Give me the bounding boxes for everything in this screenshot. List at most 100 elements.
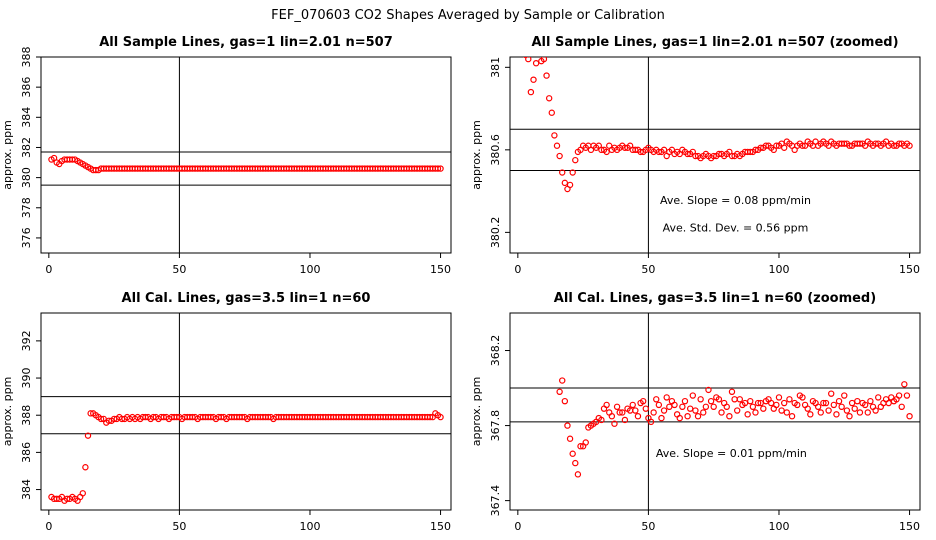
data-point bbox=[794, 401, 801, 409]
reference-lines bbox=[510, 57, 920, 253]
data-point bbox=[851, 405, 858, 412]
data-point bbox=[655, 148, 663, 156]
data-point bbox=[676, 414, 683, 422]
data-point bbox=[97, 415, 105, 423]
data-point bbox=[629, 401, 636, 409]
data-point bbox=[621, 416, 629, 424]
data-point bbox=[207, 413, 214, 421]
data-point bbox=[895, 392, 903, 399]
data-point bbox=[686, 405, 694, 412]
x-tick-label: 50 bbox=[641, 520, 655, 533]
data-point bbox=[697, 396, 704, 403]
data-point bbox=[778, 407, 785, 414]
data-point bbox=[762, 142, 770, 149]
plot-frame bbox=[509, 312, 921, 511]
x-tick-label: 100 bbox=[299, 520, 320, 533]
y-tick-label: 392 bbox=[20, 330, 33, 351]
x-tick-label: 0 bbox=[45, 263, 52, 276]
data-point bbox=[783, 409, 791, 416]
data-point bbox=[650, 409, 657, 416]
y-tick-label: 378 bbox=[20, 197, 33, 218]
data-points bbox=[523, 57, 913, 193]
data-point bbox=[895, 140, 903, 147]
data-point bbox=[723, 403, 730, 411]
x-tick-label: 150 bbox=[430, 263, 451, 276]
data-point bbox=[820, 399, 827, 407]
data-point bbox=[545, 95, 553, 102]
data-point bbox=[543, 72, 550, 79]
data-point bbox=[689, 392, 697, 399]
data-point bbox=[684, 150, 691, 158]
y-tick-label: 390 bbox=[20, 368, 33, 389]
data-point bbox=[653, 396, 660, 403]
data-point bbox=[426, 413, 434, 421]
data-point bbox=[760, 405, 767, 412]
data-point bbox=[825, 407, 832, 414]
data-point bbox=[841, 140, 848, 147]
data-point bbox=[846, 142, 853, 149]
annotation-text: Ave. Slope = 0.01 ppm/min bbox=[656, 447, 807, 460]
data-point bbox=[692, 407, 699, 414]
y-tick-label: 368.2 bbox=[489, 335, 502, 367]
data-point bbox=[846, 412, 853, 420]
data-point bbox=[647, 418, 655, 426]
x-tick-label: 50 bbox=[172, 520, 186, 533]
data-point bbox=[217, 413, 225, 421]
panel-title: All Sample Lines, gas=1 lin=2.01 n=507 bbox=[99, 35, 393, 50]
data-point bbox=[830, 401, 838, 409]
data-point bbox=[105, 417, 113, 424]
data-points bbox=[556, 377, 913, 478]
data-point bbox=[885, 399, 892, 407]
data-point bbox=[752, 146, 759, 154]
data-point bbox=[87, 410, 94, 417]
data-point bbox=[637, 148, 644, 156]
data-point bbox=[660, 146, 668, 154]
y-tick-label: 381 bbox=[489, 57, 502, 78]
data-point bbox=[781, 399, 788, 407]
data-point bbox=[603, 401, 610, 409]
data-point bbox=[53, 495, 60, 503]
data-point bbox=[835, 397, 843, 405]
data-point bbox=[728, 388, 736, 395]
data-point bbox=[710, 403, 717, 411]
data-point bbox=[118, 415, 126, 423]
data-point bbox=[890, 142, 898, 149]
reference-lines bbox=[41, 57, 451, 253]
data-point bbox=[901, 381, 908, 388]
data-point bbox=[864, 409, 871, 416]
data-point bbox=[747, 148, 754, 156]
data-point bbox=[733, 407, 741, 414]
data-point bbox=[632, 146, 639, 154]
data-point bbox=[84, 432, 92, 439]
data-point bbox=[566, 181, 574, 189]
data-point bbox=[551, 132, 558, 139]
data-point bbox=[559, 169, 566, 176]
data-point bbox=[603, 148, 610, 156]
data-point bbox=[679, 403, 686, 411]
data-point bbox=[525, 57, 532, 63]
data-point bbox=[817, 409, 824, 416]
data-point bbox=[828, 390, 835, 397]
data-point bbox=[807, 411, 814, 418]
data-point bbox=[238, 413, 246, 421]
annotation-text: Ave. Std. Dev. = 0.56 ppm bbox=[663, 221, 809, 234]
data-point bbox=[666, 403, 673, 411]
data-point bbox=[82, 464, 89, 471]
y-tick-label: 367.4 bbox=[489, 485, 502, 516]
data-point bbox=[848, 399, 856, 407]
data-point bbox=[564, 422, 571, 429]
data-point bbox=[569, 450, 576, 457]
data-point bbox=[616, 409, 623, 416]
data-point bbox=[572, 459, 579, 467]
data-point bbox=[173, 413, 180, 421]
data-point bbox=[749, 403, 757, 411]
data-point bbox=[705, 386, 712, 394]
chart-panel-4: All Cal. Lines, gas=3.5 lin=1 n=60 (zoom… bbox=[470, 291, 921, 533]
data-point bbox=[718, 409, 725, 416]
data-point bbox=[773, 142, 780, 149]
data-point bbox=[757, 399, 764, 407]
data-point bbox=[553, 142, 561, 149]
y-tick-label: 384 bbox=[20, 107, 33, 128]
data-point bbox=[726, 412, 733, 420]
